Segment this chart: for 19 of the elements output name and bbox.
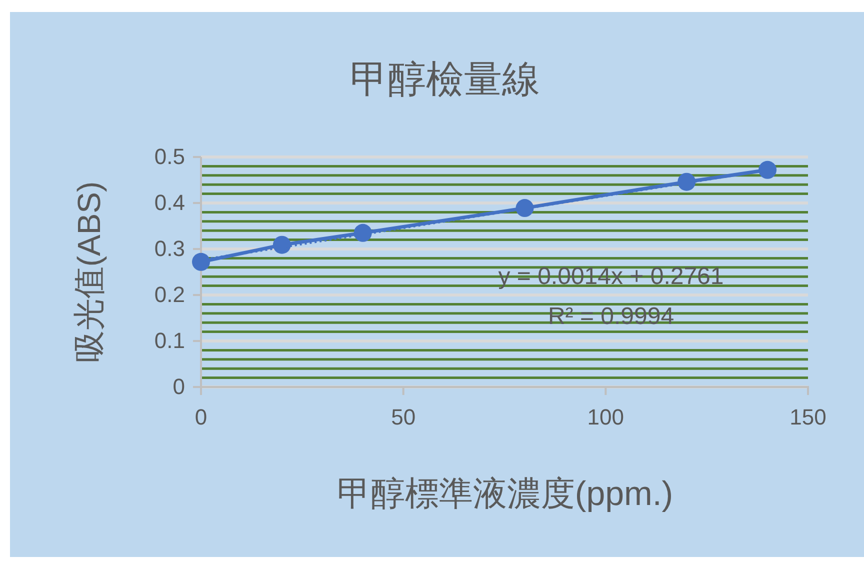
y-axis-title: 吸光值(ABS) — [71, 181, 107, 363]
x-tick-label: 100 — [587, 404, 624, 430]
x-tick-label: 150 — [790, 404, 826, 430]
point — [678, 172, 696, 191]
y-tick-label: 0.2 — [154, 282, 185, 308]
y-tick-label: 0.3 — [154, 236, 185, 262]
point — [354, 224, 372, 242]
y-tick-label: 0.1 — [154, 328, 185, 354]
x-tick-label: 0 — [194, 404, 208, 430]
point — [192, 252, 210, 271]
point — [758, 160, 777, 179]
point — [516, 199, 534, 218]
y-tick-label: 0.4 — [154, 190, 185, 216]
y-tick-label: 0 — [172, 374, 185, 400]
point — [272, 236, 291, 254]
x-tick-label: 50 — [391, 404, 416, 430]
chart-title: 甲醇檢量線 — [350, 59, 540, 101]
y-tick-label: 0.5 — [154, 144, 185, 170]
x-axis-title: 甲醇標準液濃度(ppm.) — [336, 475, 674, 513]
